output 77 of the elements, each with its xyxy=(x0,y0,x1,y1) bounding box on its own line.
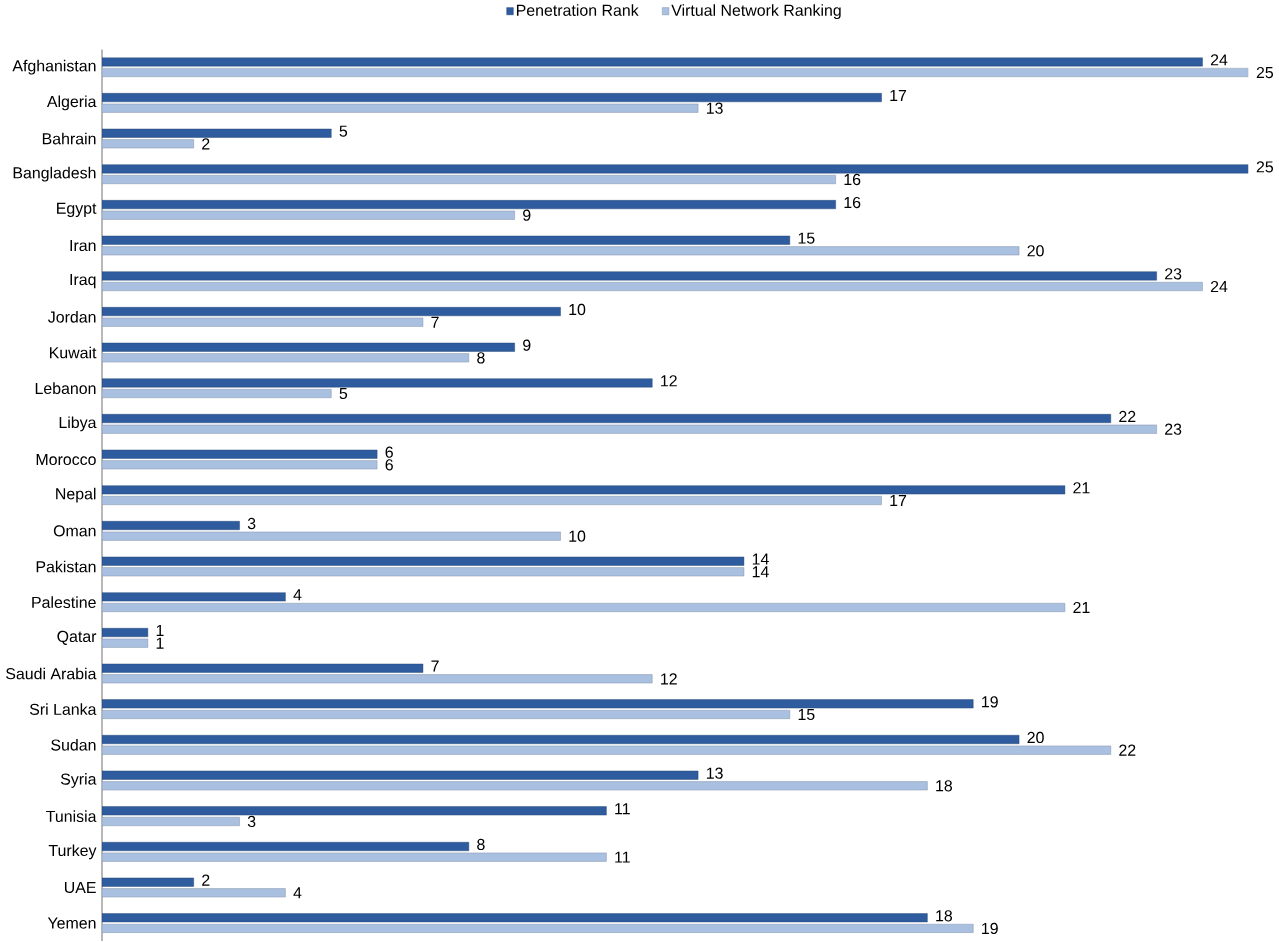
y-tick-label: Tunisia xyxy=(46,810,97,823)
data-label: 17 xyxy=(890,495,907,507)
y-tick-label: Bangladesh xyxy=(13,166,96,182)
data-label: 8 xyxy=(477,352,485,364)
y-tick-label: Turkey xyxy=(48,844,97,860)
data-label: 16 xyxy=(844,196,861,209)
data-label: 13 xyxy=(706,767,723,779)
data-label: 11 xyxy=(615,803,630,815)
y-tick-label: Syria xyxy=(60,773,97,789)
y-tick-label: Yemen xyxy=(47,917,96,929)
y-tick-label: Qatar xyxy=(57,630,97,646)
data-label: 14 xyxy=(752,553,769,565)
data-label: 18 xyxy=(936,780,953,792)
y-tick-label: Sudan xyxy=(51,739,96,751)
data-label: 5 xyxy=(339,388,348,400)
data-label: 1 xyxy=(156,637,164,649)
data-label: 20 xyxy=(1027,245,1044,257)
data-label: 1 xyxy=(156,625,164,636)
data-label: 22 xyxy=(1119,744,1136,756)
data-label: 24 xyxy=(1210,281,1228,293)
y-tick-label: Bahrain xyxy=(42,132,96,145)
data-label: 12 xyxy=(661,375,677,387)
data-label: 2 xyxy=(202,138,210,150)
data-label: 19 xyxy=(982,922,998,935)
y-tick-label: Algeria xyxy=(46,95,97,111)
data-label: 6 xyxy=(385,459,393,471)
data-label: 9 xyxy=(523,209,531,221)
data-label: 8 xyxy=(477,838,485,851)
data-label: 23 xyxy=(1165,268,1182,280)
data-label: 14 xyxy=(752,566,769,578)
data-label: 21 xyxy=(1073,602,1090,614)
y-tick-label: Egypt xyxy=(57,202,97,218)
data-label: 6 xyxy=(385,446,393,458)
data-label: 13 xyxy=(706,102,723,114)
data-label: 3 xyxy=(247,815,256,828)
data-label: 25 xyxy=(1256,161,1274,173)
data-label: 2 xyxy=(202,874,210,886)
data-label: 22 xyxy=(1119,410,1136,423)
data-label: 24 xyxy=(1210,54,1228,66)
data-label: 17 xyxy=(890,90,907,102)
y-tick-label: Afghanistan xyxy=(12,59,96,75)
data-label: 10 xyxy=(569,303,586,316)
data-label: 11 xyxy=(615,851,630,863)
data-label: 15 xyxy=(798,232,815,244)
y-tick-label: Libya xyxy=(59,416,97,432)
data-label: 15 xyxy=(798,709,815,721)
data-label: 3 xyxy=(247,517,256,530)
data-label: 21 xyxy=(1073,482,1090,494)
y-tick-label: Iran xyxy=(70,240,96,252)
data-label: 9 xyxy=(523,339,531,351)
y-tick-label: Nepal xyxy=(56,487,96,503)
data-label: 7 xyxy=(431,316,439,328)
y-tick-label: UAE xyxy=(64,882,96,894)
data-label: 5 xyxy=(339,125,348,137)
y-tick-label: Palestine xyxy=(32,596,96,609)
data-label: 19 xyxy=(982,696,998,708)
y-tick-label: Pakistan xyxy=(36,560,96,573)
legend-label: Penetration Rank xyxy=(516,4,639,17)
y-tick-label: Iraq xyxy=(70,274,96,289)
data-label: 10 xyxy=(569,530,586,542)
y-tick-label: Oman xyxy=(53,525,96,537)
data-label: 12 xyxy=(661,673,677,685)
y-tick-label: Jordan xyxy=(48,311,96,323)
y-tick-label: Sri Lanka xyxy=(29,703,97,716)
data-label: 18 xyxy=(936,910,953,922)
data-label: 7 xyxy=(431,660,439,672)
data-label: 4 xyxy=(293,589,302,601)
data-label: 23 xyxy=(1165,423,1182,435)
legend-label: Virtual Network Ranking xyxy=(671,4,841,20)
data-label: 16 xyxy=(844,173,861,186)
data-label: 20 xyxy=(1027,731,1044,744)
y-tick-label: Saudi Arabia xyxy=(6,667,97,680)
y-tick-label: Lebanon xyxy=(35,382,96,395)
data-label: 25 xyxy=(1256,66,1274,79)
y-tick-label: Morocco xyxy=(36,454,96,466)
data-label: 4 xyxy=(293,887,302,899)
y-tick-label: Kuwait xyxy=(49,346,97,359)
